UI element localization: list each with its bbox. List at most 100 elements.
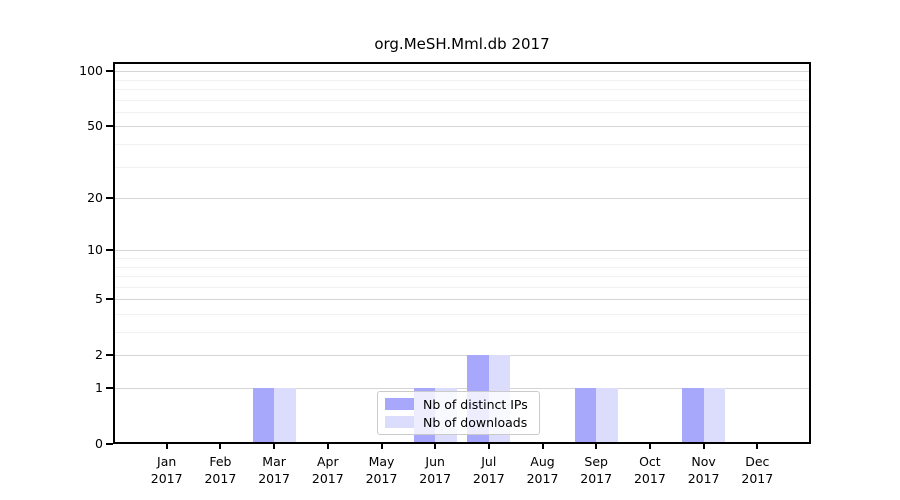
x-tick-month: May [368, 454, 395, 469]
x-tick-mark [273, 444, 276, 449]
x-tick-mark [326, 444, 329, 449]
x-tick-month: Mar [262, 454, 286, 469]
x-tick-label: Oct 2017 [610, 453, 690, 487]
gridline-minor [113, 79, 811, 81]
y-tick-mark [106, 125, 113, 128]
gridline-major [113, 198, 811, 199]
x-tick-mark [165, 444, 168, 449]
x-tick-year: 2017 [150, 471, 183, 486]
y-tick-label: 20 [87, 190, 103, 205]
x-tick-label: Dec 2017 [717, 453, 797, 487]
chart-title: org.MeSH.Mml.db 2017 [374, 35, 550, 53]
y-tick-mark [106, 387, 113, 389]
x-tick-year: 2017 [365, 471, 398, 486]
y-tick-label: 5 [95, 291, 103, 307]
x-tick-year: 2017 [419, 471, 452, 486]
x-tick-year: 2017 [633, 471, 666, 486]
x-tick-month: Jan [157, 454, 177, 469]
x-tick-mark [756, 444, 759, 449]
y-tick-label: 100 [79, 63, 103, 79]
legend-item-distinct-ips: Nb of distinct IPs [385, 397, 532, 412]
bar-distinct-ips-nov [682, 388, 704, 444]
gridline-minor [113, 143, 811, 145]
legend-label-distinct-ips: Nb of distinct IPs [423, 396, 528, 412]
legend: Nb of distinct IPs Nb of downloads [377, 391, 540, 435]
y-tick-mark [106, 443, 113, 445]
x-tick-label: Jul 2017 [449, 453, 529, 487]
gridline-major [113, 71, 811, 73]
y-tick-label: 0 [95, 436, 103, 451]
y-tick-mark [106, 249, 113, 252]
x-tick-month: Feb [209, 454, 232, 469]
x-tick-label: Nov 2017 [664, 453, 744, 487]
x-tick-mark [434, 444, 437, 449]
x-tick-year: 2017 [258, 471, 290, 486]
bar-downloads-sep [596, 388, 618, 444]
x-tick-label: Jun 2017 [395, 453, 475, 487]
gridline-minor [113, 276, 811, 277]
y-tick-label: 50 [87, 118, 103, 134]
x-tick-mark [702, 444, 705, 449]
x-tick-month: Sep [584, 454, 608, 469]
x-tick-year: 2017 [204, 471, 237, 486]
gridline-minor [113, 166, 811, 168]
x-tick-year: 2017 [741, 471, 774, 486]
gridline-minor [113, 332, 811, 333]
gridline-minor [113, 88, 811, 90]
gridline-major [113, 250, 811, 252]
x-tick-year: 2017 [311, 471, 344, 486]
y-tick-label: 2 [95, 347, 103, 363]
bar-distinct-ips-sep [574, 388, 597, 444]
x-tick-mark [648, 444, 651, 449]
x-tick-month: Apr [316, 454, 339, 469]
gridline-minor [113, 257, 811, 259]
x-tick-year: 2017 [472, 471, 505, 486]
x-tick-month: Aug [530, 454, 555, 469]
gridline-minor [113, 286, 811, 288]
x-tick-year: 2017 [526, 471, 559, 486]
bar-downloads-mar [274, 388, 296, 444]
legend-swatch-distinct-ips [385, 398, 414, 410]
y-tick-label: 10 [87, 242, 103, 258]
x-tick-label: Sep 2017 [556, 453, 636, 487]
x-tick-label: Jan 2017 [127, 453, 207, 487]
gridline-minor [113, 111, 811, 113]
plot-frame [113, 62, 811, 444]
x-tick-month: Jun [425, 454, 445, 469]
x-tick-label: Feb 2017 [180, 453, 260, 487]
x-tick-mark [380, 444, 383, 449]
x-tick-month: Oct [639, 454, 661, 469]
x-tick-month: Jul [481, 454, 497, 469]
gridline-major [113, 388, 811, 389]
x-tick-mark [595, 444, 598, 449]
gridline-minor [113, 99, 811, 101]
y-tick-mark [106, 354, 113, 357]
x-tick-label: May 2017 [342, 453, 422, 487]
x-tick-month: Dec [745, 454, 770, 469]
x-tick-month: Nov [691, 454, 716, 469]
gridline-minor [113, 266, 811, 268]
y-tick-mark [106, 298, 113, 301]
plot-area: Nb of distinct IPs Nb of downloads 0 1 2 5 1… [79, 62, 811, 486]
gridline-major [113, 299, 811, 301]
gridline-minor [113, 313, 811, 315]
gridline-major [113, 355, 811, 357]
x-tick-mark [487, 444, 490, 449]
x-tick-label: Aug 2017 [503, 453, 583, 487]
bar-downloads-nov [703, 388, 726, 444]
x-tick-label: Apr 2017 [288, 453, 368, 487]
x-tick-mark [541, 444, 544, 449]
y-tick-mark [106, 70, 113, 73]
x-tick-year: 2017 [687, 471, 720, 486]
legend-label-downloads: Nb of downloads [423, 414, 528, 430]
x-tick-label: Mar 2017 [234, 453, 314, 487]
gridline-major [113, 126, 811, 128]
legend-swatch-downloads [385, 416, 414, 428]
x-tick-mark [219, 444, 222, 449]
bar-distinct-ips-mar [252, 388, 275, 444]
y-tick-label: 1 [95, 380, 103, 395]
legend-item-downloads: Nb of downloads [385, 415, 532, 430]
y-tick-mark [106, 197, 113, 199]
x-tick-year: 2017 [580, 471, 613, 486]
